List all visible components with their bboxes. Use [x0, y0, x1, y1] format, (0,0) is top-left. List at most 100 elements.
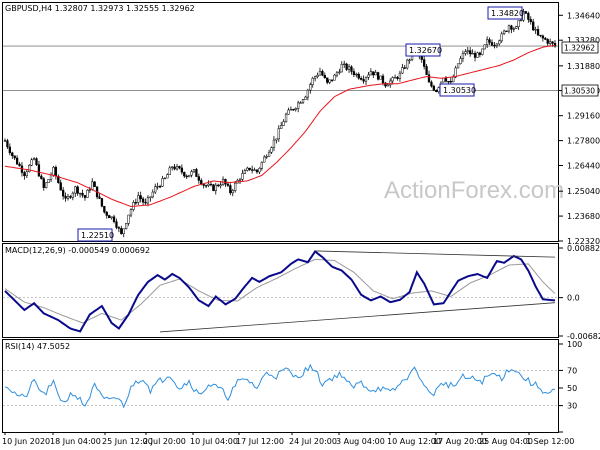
price-tick-label: 1.25040 [567, 187, 600, 196]
rsi-tick-label: 50 [567, 384, 577, 393]
candle-body [100, 198, 104, 207]
svg-text:1.32670: 1.32670 [409, 46, 442, 55]
time-label: 18 Jun 04:00 [50, 437, 101, 446]
candle-body [408, 59, 411, 61]
candle-body [372, 71, 375, 76]
candle-body [243, 170, 247, 174]
candle-body [156, 186, 159, 188]
candle-body [343, 63, 346, 66]
macd-line [4, 250, 556, 333]
candle-body [246, 167, 249, 171]
candle-body [313, 76, 317, 79]
candle-body [47, 179, 50, 184]
candle-body [59, 182, 62, 191]
candle-body [321, 70, 324, 76]
candle-body [333, 74, 336, 81]
candle-body [364, 77, 368, 82]
candle-body [498, 40, 501, 45]
candle-body [532, 21, 535, 31]
candle-body [338, 71, 341, 74]
candle-body [376, 72, 380, 80]
candle-body [40, 175, 43, 179]
candle-body [522, 11, 525, 21]
candle-body [28, 164, 31, 172]
candle-body [149, 196, 152, 198]
candle-body [224, 178, 227, 185]
candle-body [282, 121, 285, 126]
candle-body [93, 181, 96, 187]
candle-body [340, 64, 343, 73]
time-label: 25 Aug 04:00 [479, 437, 533, 446]
candle-body [515, 26, 518, 29]
candle-body [200, 180, 203, 185]
candle-body [355, 73, 358, 76]
candle-body [435, 89, 438, 92]
candle-body [551, 41, 554, 44]
candle-body [519, 19, 523, 22]
candle-body [212, 184, 215, 191]
candle-body [88, 189, 91, 191]
candle-body [541, 35, 545, 39]
candle-body [57, 175, 60, 183]
candle-body [112, 216, 116, 222]
candle-body [536, 29, 540, 36]
candle-body [502, 30, 506, 35]
candle-body [350, 66, 353, 72]
candle-body [301, 99, 305, 103]
candle-body [173, 166, 176, 170]
candle-body [272, 139, 276, 148]
candle-body [81, 192, 84, 196]
candle-body [437, 87, 440, 92]
rsi-tick-label: 100 [567, 340, 582, 349]
candle-body [326, 77, 329, 83]
candle-body [369, 71, 373, 76]
candle-body [52, 166, 55, 176]
candle-body [190, 171, 193, 176]
candle-body [255, 169, 259, 173]
candle-body [108, 215, 111, 219]
candle-body [442, 78, 445, 83]
svg-text:1.34820: 1.34820 [491, 9, 524, 18]
candle-body [527, 13, 530, 20]
candle-body [345, 63, 348, 70]
candle-body [277, 128, 280, 140]
candle-body [263, 156, 266, 163]
candle-body [287, 109, 290, 115]
candle-body [432, 85, 436, 91]
candle-body [35, 158, 38, 165]
candle-body [49, 174, 53, 180]
candle-body [241, 173, 244, 180]
candle-body [71, 192, 74, 198]
candle-body [231, 190, 234, 194]
candle-body [384, 82, 387, 87]
candle-body [178, 166, 181, 169]
price-tick-label: 1.26440 [567, 162, 600, 171]
svg-text:1.30530: 1.30530 [443, 86, 476, 95]
candle-body [18, 163, 21, 167]
candle-body [91, 181, 94, 190]
candle-body [469, 50, 472, 55]
candle-body [360, 78, 363, 80]
price-tick-label: 1.29160 [567, 112, 600, 121]
candle-body [517, 20, 520, 27]
candle-body [473, 53, 477, 58]
rsi-line [4, 363, 555, 409]
candle-body [124, 223, 128, 230]
candle-body [270, 147, 273, 153]
candle-body [265, 156, 268, 158]
candle-body [258, 168, 261, 173]
candle-body [444, 78, 448, 82]
candle-body [129, 209, 133, 216]
candle-body [25, 171, 28, 177]
candle-body [151, 191, 154, 198]
candle-body [510, 25, 513, 30]
candle-body [335, 72, 339, 76]
candle-body [500, 33, 503, 42]
candle-body [486, 39, 489, 46]
candle-body [280, 125, 283, 129]
macd-tick-label: 0.008824 [567, 244, 600, 253]
candle-body [54, 166, 58, 177]
candle-body [493, 45, 496, 47]
rsi-axis-ticks: 100 70 50 30 [567, 340, 582, 411]
candle-body [481, 48, 484, 55]
